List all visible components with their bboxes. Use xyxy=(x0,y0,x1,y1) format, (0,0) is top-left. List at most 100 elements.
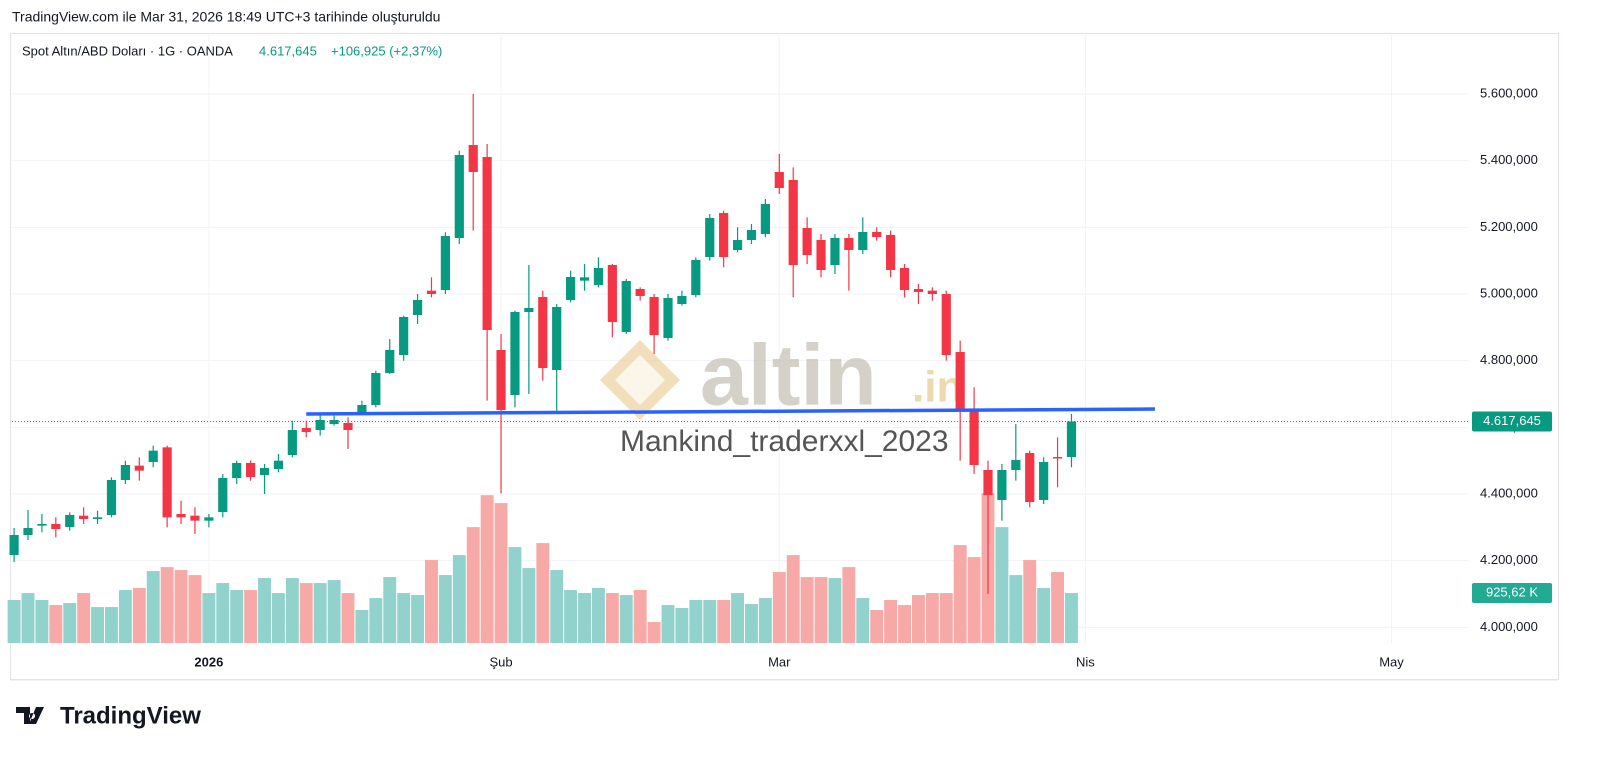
candle-body xyxy=(774,172,784,188)
candle-body xyxy=(343,423,353,430)
volume-bar xyxy=(842,567,856,643)
volume-bar xyxy=(49,605,63,643)
candle-body xyxy=(899,268,910,290)
volume-bar xyxy=(967,557,981,643)
x-tick-label: Mar xyxy=(768,654,791,669)
volume-bar xyxy=(494,503,508,643)
candle-body xyxy=(983,470,993,495)
volume-bar xyxy=(35,600,49,643)
volume-bar xyxy=(91,607,105,643)
candle-body xyxy=(385,350,395,373)
volume-bar xyxy=(1023,560,1037,643)
candle-body xyxy=(176,514,186,518)
watermark-logo: altin .in xyxy=(600,328,963,424)
candle-body xyxy=(273,460,284,469)
candle-body xyxy=(649,297,659,335)
candle-body xyxy=(927,290,937,294)
volume-bar xyxy=(411,595,425,643)
candle-body xyxy=(746,230,757,240)
candle-body xyxy=(732,240,743,250)
candle-body xyxy=(886,235,896,270)
volume-bar xyxy=(661,605,675,643)
volume-bar xyxy=(21,593,35,643)
candle-body xyxy=(635,289,645,296)
volume-bar xyxy=(898,605,911,643)
candle-body xyxy=(593,268,604,285)
candle-body xyxy=(426,290,437,294)
candle-body xyxy=(607,265,617,322)
y-tick-label: 4.200,000 xyxy=(1480,552,1538,567)
candle-body xyxy=(858,232,868,250)
y-tick-label: 5.600,000 xyxy=(1480,85,1538,100)
candle-body xyxy=(496,350,506,410)
candle-body xyxy=(677,296,687,304)
candle-body xyxy=(844,238,854,250)
candle-body xyxy=(65,515,75,527)
legend-price: 4.617,645 xyxy=(259,43,317,58)
volume-bar xyxy=(675,608,689,643)
volume-bar xyxy=(536,543,550,643)
candle-body xyxy=(802,228,812,255)
volume-bar xyxy=(647,621,661,643)
volume-bar xyxy=(786,555,800,643)
volume-bar xyxy=(772,572,786,643)
volume-bar xyxy=(174,570,188,643)
y-tick-label: 4.800,000 xyxy=(1480,352,1538,367)
candle-body xyxy=(719,213,729,257)
volume-bar xyxy=(828,578,842,643)
candle-body xyxy=(37,524,47,526)
volume-bar xyxy=(327,580,341,643)
candle-body xyxy=(134,465,144,471)
last-price-badge xyxy=(1472,411,1552,432)
tradingview-logo: TradingView xyxy=(16,702,201,729)
y-tick-label: 4.400,000 xyxy=(1480,485,1538,500)
volume-bar xyxy=(605,593,619,643)
volume-bar xyxy=(216,583,230,643)
volume-bar xyxy=(925,593,939,643)
candle-body xyxy=(1052,457,1063,459)
candle-body xyxy=(287,430,297,455)
candle-body xyxy=(788,180,798,265)
volume-bar xyxy=(911,595,925,643)
volume-bar xyxy=(939,593,953,643)
watermark-author: Mankind_traderxxl_2023 xyxy=(620,425,949,458)
candle-body xyxy=(566,277,576,300)
volume-bar xyxy=(814,577,828,643)
watermark-brand: altin xyxy=(700,328,877,424)
candle-body xyxy=(955,352,965,410)
candle-body xyxy=(246,463,256,477)
volume-bar xyxy=(633,590,647,643)
candle-body xyxy=(92,517,103,519)
candle-body xyxy=(9,535,19,555)
volume-bar xyxy=(438,575,452,643)
volume-bar xyxy=(105,607,118,643)
candle-body xyxy=(412,300,423,315)
candle-body xyxy=(997,470,1007,500)
candle-body xyxy=(705,218,715,257)
candle-body xyxy=(1011,460,1021,470)
candle-body xyxy=(148,450,158,462)
volume-bar xyxy=(397,593,411,643)
candle-body xyxy=(79,515,89,519)
candle-body xyxy=(510,312,520,395)
candle-body xyxy=(399,317,409,355)
created-note: TradingView.com ile Mar 31, 2026 18:49 U… xyxy=(12,9,440,25)
candle-body xyxy=(218,478,228,512)
volume-bar xyxy=(160,567,174,643)
candle-body xyxy=(259,468,270,475)
volume-bar xyxy=(800,577,814,643)
volume-bar xyxy=(230,590,244,643)
candle-body xyxy=(162,447,172,518)
y-tick-label: 5.000,000 xyxy=(1480,285,1538,300)
volume-bar xyxy=(591,588,605,643)
candle-body xyxy=(524,308,534,312)
volume-bar xyxy=(689,600,703,643)
trend-line xyxy=(306,407,1155,416)
volume-bar xyxy=(118,590,132,643)
volume-bar xyxy=(132,588,146,643)
candle-body xyxy=(1025,453,1035,502)
volume-bar xyxy=(480,495,494,643)
candle-body xyxy=(816,240,826,270)
